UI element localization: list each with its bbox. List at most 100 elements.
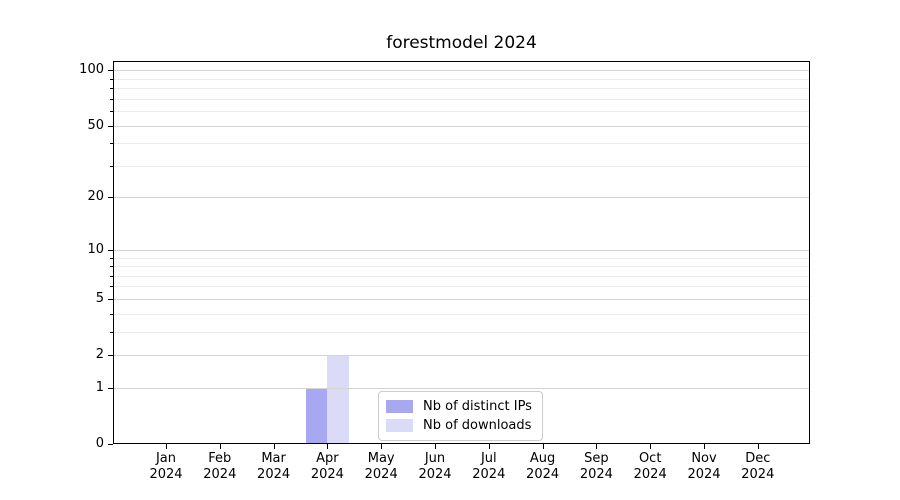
x-tick-jun-2024 <box>435 444 436 449</box>
gridline-y-8 <box>114 266 809 267</box>
legend: Nb of distinct IPs Nb of downloads <box>378 391 543 441</box>
gridline-y-20 <box>114 197 809 199</box>
x-tick-label-line: 2024 <box>203 467 237 482</box>
y-minor-tick-40 <box>110 143 113 145</box>
x-tick-label-jul-2024: Jul 2024 <box>457 451 521 483</box>
y-tick-label-50: 50 <box>87 117 104 133</box>
y-tick-label-1: 1 <box>95 379 104 395</box>
gridline-y-60 <box>114 110 809 112</box>
y-tick-100 <box>108 70 113 72</box>
x-tick-label-may-2024: May 2024 <box>349 451 413 483</box>
y-minor-tick-7 <box>110 275 113 277</box>
gridline-y-6 <box>114 286 809 288</box>
chart-title: forestmodel 2024 <box>386 33 537 53</box>
x-tick-label-line: Jul <box>480 451 497 466</box>
y-tick-10 <box>108 249 113 251</box>
gridline-y-7 <box>114 275 809 277</box>
gridline-y-80 <box>114 88 809 89</box>
x-tick-label-line: Apr <box>316 451 339 466</box>
x-tick-label-apr-2024: Apr 2024 <box>295 451 359 483</box>
x-tick-oct-2024 <box>650 444 652 449</box>
x-tick-label-line: 2024 <box>579 467 613 482</box>
gridline-y-100 <box>114 70 809 72</box>
y-minor-tick-80 <box>110 88 113 89</box>
x-tick-label-jun-2024: Jun 2024 <box>403 451 467 483</box>
legend-row-nb-of-distinct-ips: Nb of distinct IPs <box>386 397 532 416</box>
x-tick-mar-2024 <box>273 444 275 449</box>
y-tick-50 <box>108 125 113 127</box>
x-tick-label-aug-2024: Aug 2024 <box>511 451 575 483</box>
x-tick-label-line: 2024 <box>526 467 560 482</box>
x-tick-label-jan-2024: Jan 2024 <box>134 451 198 483</box>
y-minor-tick-8 <box>110 266 113 267</box>
y-tick-label-100: 100 <box>79 62 104 78</box>
x-tick-label-mar-2024: Mar 2024 <box>242 451 306 483</box>
gridline-y-9 <box>114 257 809 259</box>
y-tick-label-5: 5 <box>95 290 104 306</box>
y-minor-tick-60 <box>110 110 113 112</box>
x-tick-label-line: 2024 <box>364 467 398 482</box>
x-tick-aug-2024 <box>542 444 544 449</box>
x-tick-label-line: Oct <box>638 451 662 466</box>
y-tick-20 <box>108 197 113 199</box>
x-tick-label-line: Nov <box>691 451 717 466</box>
x-tick-dec-2024 <box>757 444 759 449</box>
x-tick-label-line: 2024 <box>687 467 721 482</box>
x-tick-label-line: 2024 <box>149 467 183 482</box>
x-tick-label-dec-2024: Dec 2024 <box>726 451 790 483</box>
legend-label: Nb of distinct IPs <box>423 399 532 414</box>
x-tick-label-sep-2024: Sep 2024 <box>564 451 628 483</box>
x-tick-label-line: 2024 <box>257 467 291 482</box>
x-tick-label-line: Jan <box>155 451 177 466</box>
y-tick-label-2: 2 <box>95 347 104 362</box>
x-tick-label-line: 2024 <box>472 467 506 482</box>
x-tick-label-line: 2024 <box>633 467 667 482</box>
gridline-y-4 <box>114 313 809 315</box>
x-tick-apr-2024 <box>327 444 329 449</box>
x-tick-label-line: May <box>367 451 395 466</box>
y-tick-2 <box>108 355 113 356</box>
x-tick-nov-2024 <box>704 444 705 449</box>
x-tick-may-2024 <box>381 444 383 449</box>
x-tick-label-oct-2024: Oct 2024 <box>618 451 682 483</box>
bar-nb-of-downloads-apr-2024 <box>327 355 349 444</box>
gridline-y-2 <box>114 355 809 356</box>
x-tick-label-line: 2024 <box>310 467 344 482</box>
y-tick-1 <box>108 387 113 389</box>
y-minor-tick-30 <box>110 165 113 167</box>
gridline-y-70 <box>114 98 809 100</box>
x-tick-jan-2024 <box>166 444 167 449</box>
x-tick-label-line: Mar <box>261 451 286 466</box>
x-tick-label-line: Jun <box>424 451 446 466</box>
y-minor-tick-9 <box>110 257 113 259</box>
y-minor-tick-70 <box>110 98 113 100</box>
plot-area <box>113 61 810 444</box>
y-tick-5 <box>108 298 113 300</box>
y-minor-tick-3 <box>110 331 113 333</box>
gridline-y-1 <box>114 387 809 389</box>
gridline-y-50 <box>114 125 809 127</box>
x-tick-label-feb-2024: Feb 2024 <box>188 451 252 483</box>
gridline-y-5 <box>114 298 809 300</box>
gridline-y-90 <box>114 78 809 80</box>
y-minor-tick-90 <box>110 78 113 80</box>
y-tick-label-10: 10 <box>87 241 104 257</box>
x-tick-jul-2024 <box>488 444 490 449</box>
x-tick-feb-2024 <box>219 444 221 449</box>
gridline-y-3 <box>114 331 809 333</box>
gridline-y-30 <box>114 165 809 167</box>
gridline-y-10 <box>114 249 809 251</box>
legend-swatch-nb-of-distinct-ips <box>386 400 413 413</box>
legend-row-nb-of-downloads: Nb of downloads <box>386 416 532 435</box>
x-tick-label-line: Aug <box>529 451 556 466</box>
x-tick-label-line: 2024 <box>418 467 452 482</box>
y-tick-0 <box>108 444 113 445</box>
x-tick-label-line: Feb <box>208 451 232 466</box>
legend-label: Nb of downloads <box>423 418 532 433</box>
y-minor-tick-4 <box>110 313 113 315</box>
x-tick-label-line: 2024 <box>741 467 775 482</box>
x-tick-label-nov-2024: Nov 2024 <box>672 451 736 483</box>
gridline-y-40 <box>114 143 809 145</box>
x-tick-label-line: Dec <box>745 451 771 466</box>
legend-swatch-nb-of-downloads <box>386 419 413 432</box>
